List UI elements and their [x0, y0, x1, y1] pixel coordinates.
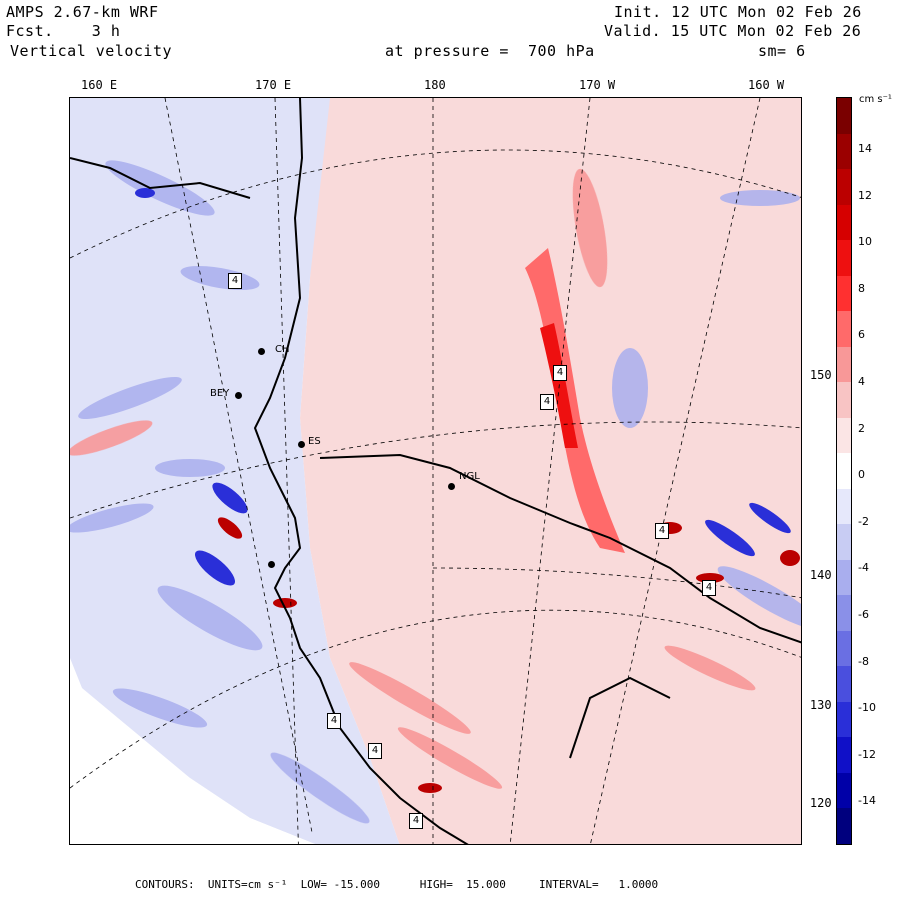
init-time: Init. 12 UTC Mon 02 Feb 26 — [614, 3, 862, 21]
colorbar-swatch — [837, 275, 851, 312]
colorbar-swatch — [837, 488, 851, 525]
colorbar-tick-label: -12 — [858, 747, 876, 761]
colorbar-tick-label: -10 — [858, 701, 876, 715]
extreme-marker: 4 — [540, 394, 554, 410]
colorbar-tick-label: -2 — [858, 514, 869, 528]
colorbar-swatch — [837, 204, 851, 241]
colorbar-tick-label: -14 — [858, 794, 876, 808]
colorbar-tick-label: 14 — [858, 142, 872, 155]
station-ch-label: CH — [275, 344, 290, 355]
colorbar-swatch — [837, 595, 851, 632]
colorbar-swatch — [837, 666, 851, 703]
contour-info: CONTOURS: UNITS=cm s⁻¹ LOW= -15.000 HIGH… — [135, 878, 659, 891]
lon-label-160e: 160 E — [81, 78, 118, 92]
colorbar-tick-label: 8 — [858, 281, 865, 295]
lon-label-170e: 170 E — [255, 78, 292, 92]
colorbar-swatch — [837, 311, 851, 348]
colorbar-tick-label: 4 — [858, 375, 865, 388]
station-bey-marker — [235, 392, 242, 399]
colorbar-swatch — [837, 559, 851, 596]
extreme-marker: 4 — [228, 273, 242, 289]
valid-time: Valid. 15 UTC Mon 02 Feb 26 — [604, 22, 862, 40]
colorbar-swatch — [837, 240, 851, 277]
lon-label-160w: 160 W — [748, 78, 785, 92]
model-title: AMPS 2.67-km WRF — [6, 3, 159, 21]
extreme-marker: 4 — [702, 580, 716, 596]
extreme-marker: 4 — [327, 713, 341, 729]
extreme-marker: 4 — [553, 365, 567, 381]
fcst-value: 3 h — [91, 22, 121, 40]
colorbar-swatch — [837, 98, 851, 135]
field-name: Vertical velocity — [10, 42, 173, 60]
colorbar-tick-label: -8 — [858, 654, 869, 668]
colorbar-swatch — [837, 737, 851, 774]
extreme-marker: 4 — [368, 743, 382, 759]
colorbar-tick-label: 12 — [858, 188, 872, 202]
station-es-marker — [298, 441, 305, 448]
map-canvas — [70, 98, 801, 844]
station-ngl-marker — [448, 483, 455, 490]
lon-label-170w: 170 W — [579, 78, 616, 92]
station-marker — [268, 561, 275, 568]
pressure-level: at pressure = 700 hPa — [385, 42, 595, 60]
colorbar-swatch — [837, 524, 851, 561]
velocity-map: NGL BEY CH ES 4 4 4 4 4 4 4 4 — [69, 97, 802, 845]
colorbar-tick-label: 0 — [858, 468, 865, 482]
colorbar-swatch — [837, 169, 851, 206]
colorbar-tick-label: -6 — [858, 608, 869, 621]
colorbar-swatch — [837, 453, 851, 490]
colorbar-swatch — [837, 772, 851, 809]
colorbar-swatch — [837, 417, 851, 454]
colorbar-swatch — [837, 346, 851, 383]
colorbar-swatch — [837, 808, 851, 845]
smoothing-label: sm= 6 — [758, 42, 806, 60]
station-ch-marker — [258, 348, 265, 355]
station-bey-label: BEY — [210, 388, 230, 399]
colorbar-swatch — [837, 382, 851, 419]
extreme-marker: 4 — [655, 523, 669, 539]
colorbar-swatch — [837, 701, 851, 738]
colorbar-tick-label: 6 — [858, 328, 865, 342]
colorbar-swatch — [837, 630, 851, 667]
lon-label-180: 180 — [424, 78, 446, 92]
colorbar-tick-label: -4 — [858, 561, 869, 575]
forecast-label: Fcst. 3 h — [6, 23, 120, 40]
colorbar-units: cm s⁻¹ — [859, 94, 892, 105]
colorbar-tick-label: 2 — [858, 421, 865, 435]
colorbar-swatch — [837, 133, 851, 170]
colorbar — [836, 97, 852, 845]
extreme-marker: 4 — [409, 813, 423, 829]
station-es-label: ES — [308, 436, 321, 447]
fcst-label: Fcst. — [6, 22, 54, 40]
station-ngl-label: NGL — [459, 471, 480, 482]
colorbar-tick-label: 10 — [858, 235, 872, 249]
